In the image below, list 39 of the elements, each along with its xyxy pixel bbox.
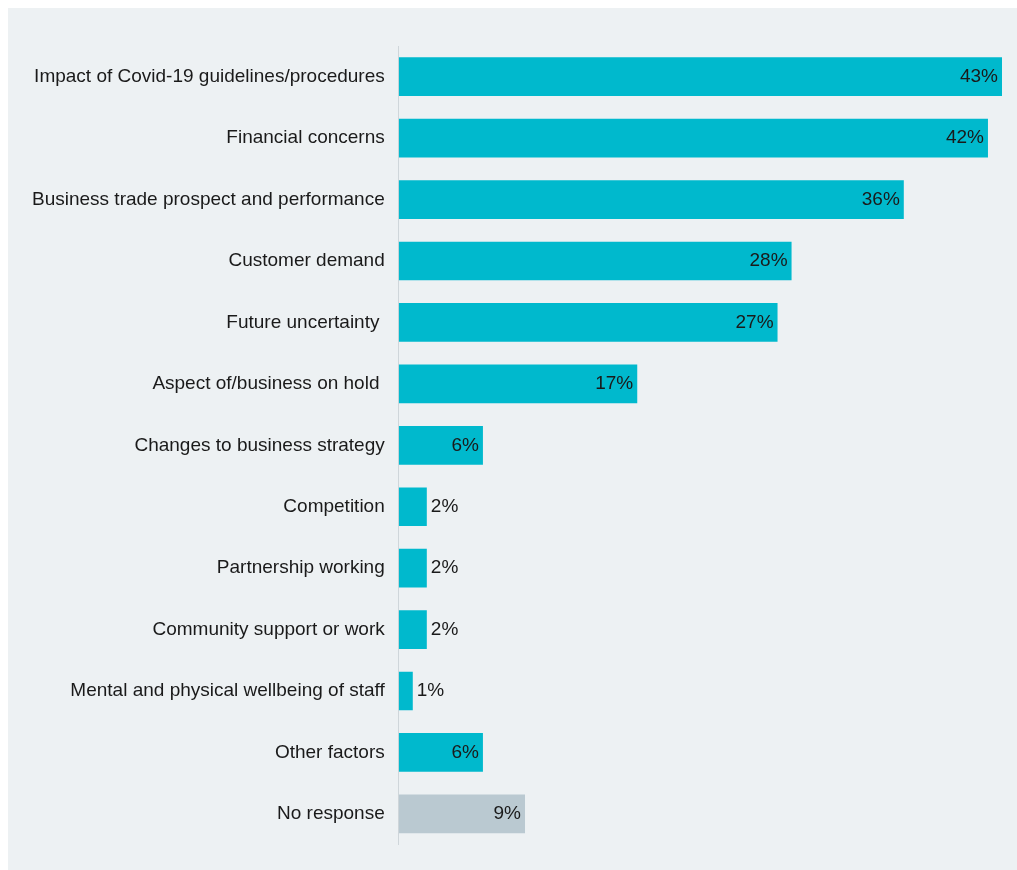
data-label: 6% — [451, 740, 480, 762]
bar — [398, 118, 988, 158]
bar — [398, 548, 427, 588]
bar — [398, 425, 483, 465]
y-tick-label: Financial concerns — [226, 126, 385, 148]
data-label: 42% — [945, 126, 985, 148]
bar — [398, 364, 638, 404]
data-label: 2% — [430, 556, 459, 578]
y-tick-label: Customer demand — [228, 249, 385, 271]
data-label: 2% — [430, 617, 459, 639]
data-label: 9% — [493, 802, 522, 824]
data-label: 36% — [861, 187, 900, 209]
y-tick-label: Other factors — [274, 740, 385, 762]
data-label: 17% — [595, 372, 634, 394]
y-tick-label: Competition — [283, 494, 385, 516]
data-label: 28% — [749, 249, 788, 271]
bar — [398, 733, 483, 772]
y-tick-label: Aspect of/business on hold — [152, 372, 385, 394]
y-tick-label: Impact of Covid-19 guidelines/procedures — [34, 64, 385, 86]
bar — [398, 487, 427, 527]
bar — [398, 303, 778, 342]
bar — [398, 794, 526, 834]
data-label: 1% — [416, 679, 445, 701]
y-tick-label: Partnership working — [216, 556, 385, 578]
y-tick-label: Mental and physical wellbeing of staff — [70, 679, 386, 701]
y-tick-label: Future uncertainty — [226, 310, 385, 332]
bar — [398, 180, 904, 219]
data-label: 43% — [959, 64, 999, 86]
y-tick-label: Community support or work — [152, 617, 386, 639]
y-tick-label: No response — [277, 802, 385, 824]
data-label: 2% — [430, 494, 459, 516]
bar — [398, 610, 427, 649]
data-label: 27% — [735, 310, 774, 332]
bar — [398, 57, 1002, 97]
y-tick-label: Business trade prospect and performance — [31, 187, 385, 209]
data-label: 6% — [451, 433, 480, 455]
bar — [398, 241, 792, 281]
bar — [398, 671, 413, 711]
y-tick-label: Changes to business strategy — [134, 433, 386, 455]
